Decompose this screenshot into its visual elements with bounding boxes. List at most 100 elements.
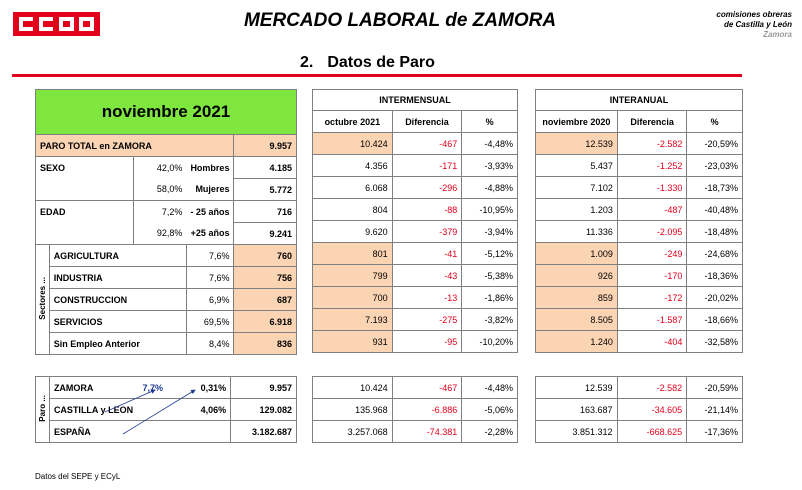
row-value: 760	[233, 244, 297, 267]
cell: 7.193	[312, 308, 393, 331]
arrow-cyl-to-pct	[104, 389, 156, 413]
table-row: 859 -172 -20,02%	[535, 286, 743, 309]
cell: -249	[616, 242, 688, 265]
source-note: Datos del SEPE y ECyL	[35, 472, 121, 481]
row-sublabel: Hombres	[186, 156, 235, 179]
table-row: 1.240 -404 -32,58%	[535, 330, 743, 353]
table-row: 700 -13 -1,86%	[312, 286, 518, 309]
page-title: MERCADO LABORAL de ZAMORA	[243, 10, 557, 31]
cell: -34.605	[616, 398, 688, 421]
table-row: 5.437 -1.252 -23,03%	[535, 154, 743, 177]
cell: 1.009	[535, 242, 618, 265]
paro-interanual-table: 12.539 -2.582 -20,59% 163.687 -34.605 -21,14…	[535, 376, 743, 443]
cell: -20,59%	[686, 132, 743, 155]
intermensual-title: INTERMENSUAL	[312, 89, 518, 111]
cell: -2.582	[616, 376, 688, 399]
cell: -10,20%	[461, 330, 518, 353]
table-row: EDAD 7,2% - 25 años 716	[34, 200, 297, 223]
cell: -18,48%	[686, 220, 743, 243]
interanual-table: INTERANUAL noviembre 2020 Diferencia % 1…	[535, 89, 743, 353]
cell: -172	[616, 286, 688, 309]
row-pct: 69,5%	[185, 310, 235, 333]
cell: -24,68%	[686, 242, 743, 265]
row-pct: 6,9%	[185, 288, 235, 311]
table-row: Sectores ... AGRICULTURA 7,6% 760	[35, 244, 297, 355]
cell: -467	[391, 132, 463, 155]
cell: -21,14%	[686, 398, 743, 421]
cell: 135.968	[312, 398, 393, 421]
cell: -4,48%	[461, 376, 518, 399]
cell: -41	[391, 242, 463, 265]
row-sublabel: - 25 años	[186, 200, 235, 223]
cell: -3,94%	[461, 220, 518, 243]
row-value: 756	[233, 266, 297, 289]
row-pct: 58,0%	[133, 178, 187, 201]
cell: -379	[391, 220, 463, 243]
cell: 5.437	[535, 154, 618, 177]
cell: 3.851.312	[535, 420, 618, 443]
cell: -467	[391, 376, 463, 399]
table-row: 10.424 -467 -4,48%	[312, 376, 518, 399]
row-pct: 8,4%	[185, 332, 235, 355]
row-value: 9.241	[233, 222, 297, 245]
paro-intermensual-table: 10.424 -467 -4,48% 135.968 -6.886 -5,06% 3.2…	[312, 376, 518, 443]
period-title: noviembre 2021	[35, 89, 297, 135]
cell: -404	[616, 330, 688, 353]
row-label: AGRICULTURA	[48, 244, 187, 267]
section-number: 2.	[300, 54, 314, 71]
table-row: ESPAÑA 3.182.687	[36, 420, 297, 443]
cell: -13	[391, 286, 463, 309]
table-row: CONSTRUCCION 6,9% 687	[36, 288, 297, 311]
row-sublabel: +25 años	[186, 222, 235, 245]
sectores-label: Sectores ...	[35, 244, 50, 355]
cell: -74.381	[391, 420, 463, 443]
table-row: 92,8% +25 años 9.241	[34, 222, 297, 245]
column-header: noviembre 2020	[535, 110, 618, 133]
table-row: 801 -41 -5,12%	[312, 242, 518, 265]
section-name: Datos de Paro	[327, 54, 435, 71]
table-row: INDUSTRIA 7,6% 756	[36, 266, 297, 289]
cell: 804	[312, 198, 393, 221]
cell: -1.330	[616, 176, 688, 199]
cell: -668.625	[616, 420, 688, 443]
row-label: INDUSTRIA	[48, 266, 187, 289]
row-pct: 42,0%	[133, 156, 187, 179]
period-row: noviembre 2021	[35, 89, 297, 135]
cell: 926	[535, 264, 618, 287]
row-label: EDAD	[34, 200, 135, 223]
cell: -23,03%	[686, 154, 743, 177]
row-label: SEXO	[34, 156, 135, 179]
org-line-3: Zamora	[763, 30, 792, 39]
table-row: 135.968 -6.886 -5,06%	[312, 398, 518, 421]
column-header: Diferencia	[391, 110, 463, 133]
cell: -1.252	[616, 154, 688, 177]
row-sublabel: Mujeres	[186, 178, 235, 201]
row-label: Sin Empleo Anterior	[48, 332, 187, 355]
row-value: 6.918	[233, 310, 297, 333]
cell: -88	[391, 198, 463, 221]
row-label: SERVICIOS	[48, 310, 187, 333]
table-row: 163.687 -34.605 -21,14%	[535, 398, 743, 421]
cell: 801	[312, 242, 393, 265]
cell: -2.095	[616, 220, 688, 243]
ccoo-logo	[13, 12, 100, 36]
cell: -18,73%	[686, 176, 743, 199]
table-row: 7.102 -1.330 -18,73%	[535, 176, 743, 199]
row-label: PARO TOTAL en ZAMORA	[34, 134, 235, 157]
table-row: 931 -95 -10,20%	[312, 330, 518, 353]
cell: 799	[312, 264, 393, 287]
cell: -18,36%	[686, 264, 743, 287]
table-row: 58,0% Mujeres 5.772	[34, 178, 297, 201]
table-row: PARO TOTAL en ZAMORA 9.957	[34, 134, 297, 157]
section-title: 2. Datos de Paro	[300, 54, 435, 72]
cell: -171	[391, 154, 463, 177]
intermensual-table: INTERMENSUAL octubre 2021 Diferencia % 1…	[312, 89, 518, 353]
table-row: 7.193 -275 -3,82%	[312, 308, 518, 331]
column-header: Diferencia	[616, 110, 688, 133]
ratio-arrows	[104, 389, 196, 435]
column-header: octubre 2021	[312, 110, 393, 133]
table-row: 799 -43 -5,38%	[312, 264, 518, 287]
column-header: %	[461, 110, 518, 133]
cell: 3.257.068	[312, 420, 393, 443]
cell: -32,58%	[686, 330, 743, 353]
